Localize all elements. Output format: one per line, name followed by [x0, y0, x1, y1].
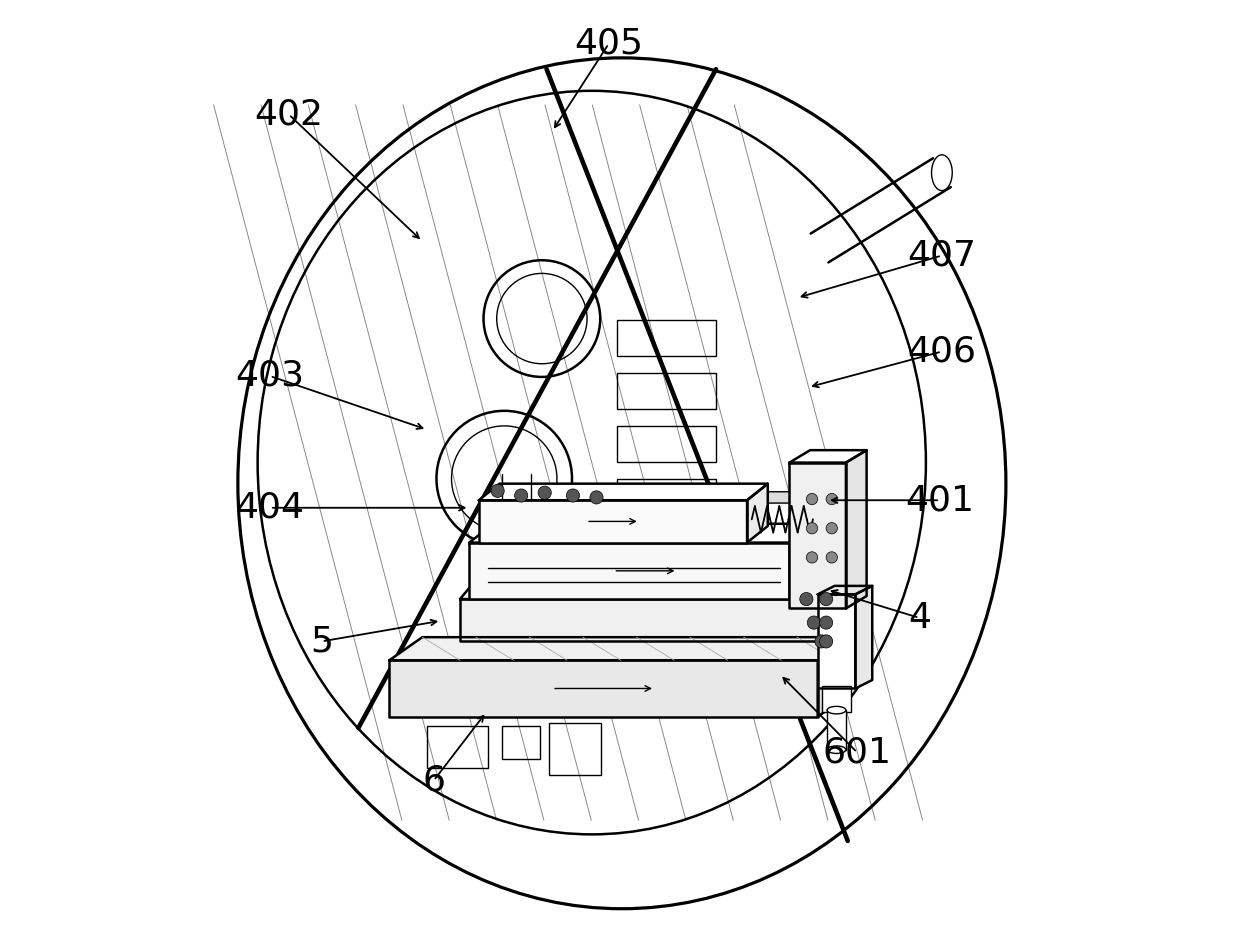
Polygon shape	[460, 599, 827, 641]
Circle shape	[538, 486, 552, 499]
Circle shape	[806, 523, 817, 534]
Bar	[827, 710, 846, 750]
Circle shape	[515, 489, 528, 502]
Circle shape	[826, 552, 837, 563]
Text: 4: 4	[908, 601, 931, 635]
Circle shape	[567, 489, 579, 502]
Circle shape	[590, 491, 603, 504]
Text: 407: 407	[908, 239, 976, 273]
Polygon shape	[827, 571, 851, 641]
Polygon shape	[790, 524, 813, 599]
Ellipse shape	[827, 706, 846, 714]
Circle shape	[826, 494, 837, 505]
Text: 6: 6	[422, 764, 445, 798]
Polygon shape	[817, 595, 856, 688]
Polygon shape	[790, 463, 846, 609]
Circle shape	[826, 523, 837, 534]
Text: 403: 403	[236, 359, 304, 393]
Text: 406: 406	[908, 334, 976, 368]
Polygon shape	[746, 483, 768, 543]
Polygon shape	[479, 492, 832, 503]
Text: 601: 601	[822, 735, 892, 769]
Polygon shape	[846, 450, 867, 609]
Circle shape	[820, 593, 833, 606]
Polygon shape	[470, 524, 813, 543]
Circle shape	[806, 552, 817, 563]
Polygon shape	[470, 543, 790, 599]
Polygon shape	[817, 637, 851, 716]
Text: 402: 402	[254, 97, 324, 131]
Polygon shape	[856, 586, 872, 688]
Polygon shape	[389, 637, 851, 660]
Bar	[822, 685, 851, 712]
Circle shape	[491, 484, 505, 497]
Bar	[549, 723, 601, 775]
Circle shape	[806, 494, 817, 505]
Bar	[427, 726, 489, 768]
Ellipse shape	[827, 746, 846, 753]
Text: 405: 405	[574, 26, 644, 60]
Text: 5: 5	[310, 624, 334, 658]
Polygon shape	[479, 500, 746, 543]
Circle shape	[820, 634, 833, 648]
Bar	[502, 726, 539, 759]
Text: 401: 401	[905, 483, 975, 517]
Circle shape	[807, 616, 821, 630]
Polygon shape	[790, 450, 867, 463]
Circle shape	[815, 634, 828, 648]
Text: 404: 404	[236, 491, 304, 525]
Polygon shape	[479, 483, 768, 500]
Polygon shape	[817, 586, 872, 595]
Polygon shape	[460, 571, 851, 599]
Circle shape	[800, 593, 813, 606]
Polygon shape	[479, 567, 832, 579]
Circle shape	[820, 616, 833, 630]
Polygon shape	[389, 660, 817, 716]
